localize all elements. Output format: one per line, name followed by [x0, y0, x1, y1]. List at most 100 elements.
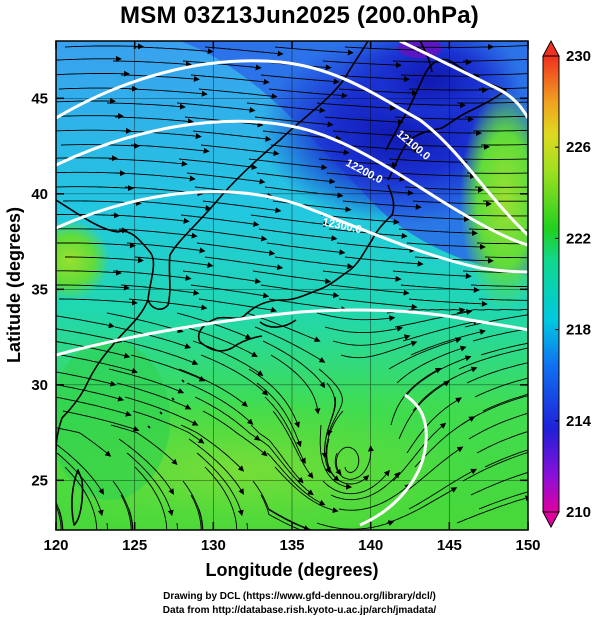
streamline — [248, 368, 300, 428]
streamline — [388, 158, 468, 166]
streamline — [406, 242, 486, 250]
streamline — [408, 298, 488, 307]
streamline — [56, 98, 116, 105]
streamline — [330, 471, 401, 501]
x-tick-label: 135 — [279, 537, 304, 554]
streamline — [256, 172, 336, 185]
streamline — [473, 129, 528, 132]
streamline — [64, 43, 144, 50]
streamline — [338, 483, 411, 511]
streamline — [394, 116, 474, 123]
streamline — [56, 227, 128, 234]
streamline — [122, 340, 199, 366]
colorbar-min-arrow — [542, 511, 560, 529]
streamline — [555, 454, 599, 467]
streamline — [344, 46, 424, 54]
streamline — [318, 368, 343, 437]
wind-streamlines — [56, 42, 599, 530]
x-tick-label: 145 — [437, 537, 462, 554]
streamline — [335, 446, 360, 476]
streamline — [114, 116, 194, 125]
streamline — [56, 427, 112, 457]
streamline — [390, 367, 442, 426]
streamline — [319, 424, 353, 490]
streamline — [184, 326, 258, 358]
streamline — [126, 452, 174, 517]
streamline — [332, 334, 411, 346]
streamline — [462, 451, 528, 482]
streamline — [474, 377, 528, 398]
streamline — [392, 59, 472, 66]
streamline — [56, 452, 104, 517]
streamline — [252, 270, 332, 285]
streamline — [471, 73, 528, 76]
streamline — [113, 60, 192, 68]
streamline — [338, 298, 418, 310]
streamline — [194, 396, 261, 441]
streamline — [272, 410, 314, 479]
streamline — [190, 74, 270, 85]
streamline — [62, 410, 140, 432]
streamline — [176, 312, 252, 340]
streamline — [342, 200, 422, 210]
streamline — [178, 158, 258, 171]
streamline — [198, 508, 204, 530]
streamline — [106, 312, 184, 333]
streamline — [56, 341, 131, 359]
streamline — [122, 130, 202, 140]
streamline — [392, 422, 447, 482]
streamline — [126, 242, 206, 254]
streamline — [56, 55, 122, 62]
streamline — [108, 368, 185, 394]
streamline — [56, 443, 105, 495]
streamline — [466, 172, 528, 174]
streamline — [555, 42, 599, 47]
streamline — [272, 200, 352, 213]
streamline — [480, 342, 528, 356]
streamline — [254, 326, 326, 363]
streamline — [56, 396, 132, 417]
streamline — [400, 73, 480, 80]
streamline — [322, 60, 402, 69]
streamline — [180, 424, 245, 472]
streamline — [190, 284, 270, 299]
streamline — [394, 309, 473, 328]
streamline — [406, 397, 462, 454]
streamline — [176, 102, 256, 113]
streamline — [529, 356, 599, 369]
streamline — [258, 438, 314, 496]
streamline — [56, 155, 118, 162]
streamline — [392, 270, 472, 279]
streamline — [188, 438, 245, 495]
streamline — [386, 487, 458, 524]
streamline — [470, 471, 528, 496]
y-tick-label: 25 — [31, 472, 48, 489]
streamline — [252, 480, 311, 530]
streamline — [196, 452, 244, 517]
streamline — [386, 102, 466, 109]
streamline — [458, 158, 528, 160]
streamline — [555, 256, 599, 257]
streamline — [412, 200, 492, 207]
streamline — [188, 228, 268, 242]
colorbar-tick-label: 218 — [566, 322, 591, 339]
streamline — [262, 340, 326, 389]
streamline — [396, 345, 467, 384]
x-axis-ticks: 120 125 130 135 140 145 150 — [43, 41, 541, 554]
streamline — [128, 508, 134, 530]
streamline — [202, 410, 268, 457]
y-tick-label: 35 — [31, 281, 48, 298]
streamline — [64, 466, 98, 530]
colorbar-tick-label: 226 — [566, 139, 591, 156]
x-tick-label: 120 — [43, 537, 68, 554]
streamline — [463, 58, 528, 62]
colorbar-tick-label: 214 — [566, 413, 592, 430]
streamline — [65, 256, 144, 264]
streamline — [120, 74, 200, 82]
streamline — [478, 491, 528, 510]
streamline — [246, 102, 326, 114]
streamline — [270, 354, 321, 415]
y-axis-ticks: 25 30 35 40 45 — [31, 90, 528, 489]
streamline — [260, 74, 340, 85]
streamline — [526, 312, 528, 314]
